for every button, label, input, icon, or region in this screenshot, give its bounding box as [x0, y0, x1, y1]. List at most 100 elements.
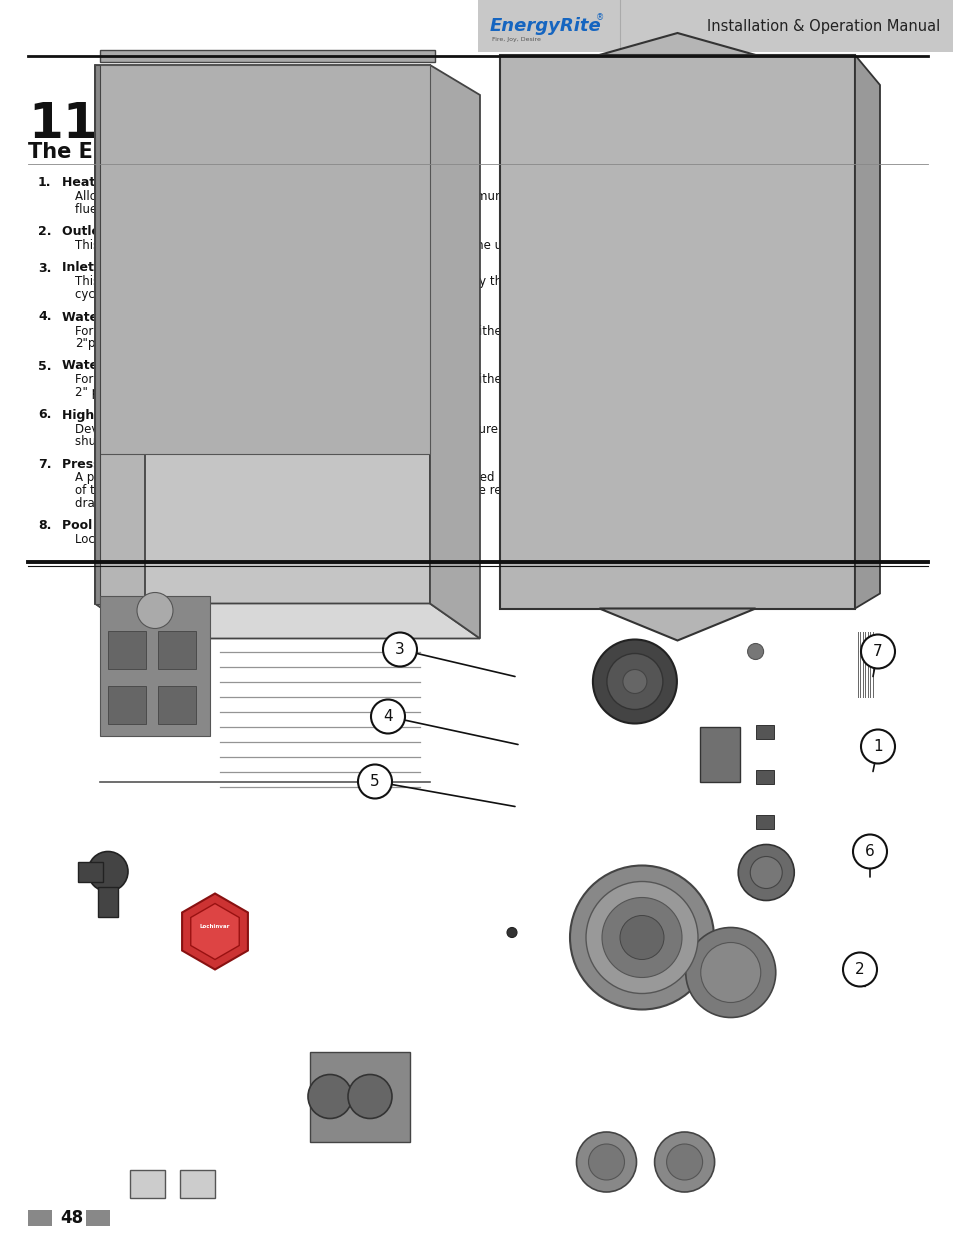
Circle shape: [622, 669, 646, 694]
Text: shutting the pool heater down.: shutting the pool heater down.: [75, 435, 258, 448]
Text: 2: 2: [854, 962, 864, 977]
Text: High limit sensor: High limit sensor: [62, 409, 181, 421]
Circle shape: [308, 1074, 352, 1119]
Circle shape: [747, 643, 762, 659]
Text: The EnergyRite - How it works...: The EnergyRite - How it works...: [28, 142, 408, 162]
Circle shape: [506, 927, 517, 937]
Text: 6.: 6.: [38, 409, 51, 421]
Circle shape: [588, 1144, 624, 1179]
FancyBboxPatch shape: [108, 685, 146, 724]
Text: 5.: 5.: [38, 359, 51, 373]
Circle shape: [861, 635, 894, 668]
Text: 4.: 4.: [38, 310, 51, 324]
Text: 11: 11: [28, 100, 97, 148]
FancyBboxPatch shape: [98, 887, 118, 916]
Polygon shape: [499, 56, 854, 609]
Circle shape: [137, 593, 172, 629]
Text: Water inlet (pool return): Water inlet (pool return): [62, 359, 234, 373]
Text: Fire, Joy, Desire: Fire, Joy, Desire: [492, 37, 540, 42]
Text: This sensor monitors the inlet water temperature and will be used by the integra: This sensor monitors the inlet water tem…: [75, 275, 819, 289]
FancyBboxPatch shape: [180, 1170, 214, 1198]
Polygon shape: [95, 604, 479, 638]
Polygon shape: [598, 609, 755, 641]
Text: For an ASME unit, connection to the pool heater can be made with either 2" threa: For an ASME unit, connection to the pool…: [75, 325, 809, 337]
Circle shape: [852, 835, 886, 868]
Text: 6: 6: [864, 844, 874, 860]
Text: 2.: 2.: [38, 225, 51, 238]
Polygon shape: [182, 893, 248, 969]
FancyBboxPatch shape: [158, 685, 195, 724]
FancyBboxPatch shape: [477, 0, 953, 52]
Circle shape: [348, 1074, 392, 1119]
FancyBboxPatch shape: [755, 725, 773, 739]
Circle shape: [606, 653, 662, 709]
Circle shape: [585, 882, 698, 993]
Text: Location from which the heat exchanger can be drained.: Location from which the heat exchanger c…: [75, 534, 410, 546]
Text: Device that monitors the outlet water temperature.  If the temperature exceeds 1: Device that monitors the outlet water te…: [75, 422, 769, 436]
Polygon shape: [854, 56, 879, 609]
Text: For an ASME unit, connection to the pool heater can be made with either 2" threa: For an ASME unit, connection to the pool…: [75, 373, 813, 387]
Circle shape: [666, 1144, 701, 1179]
Text: 48: 48: [60, 1209, 83, 1228]
FancyBboxPatch shape: [755, 769, 773, 783]
Circle shape: [685, 927, 775, 1018]
Polygon shape: [191, 904, 239, 960]
Text: 2"pipe.: 2"pipe.: [75, 337, 117, 350]
Circle shape: [738, 845, 794, 900]
FancyBboxPatch shape: [755, 815, 773, 829]
Circle shape: [382, 632, 416, 667]
Text: 1.: 1.: [38, 177, 51, 189]
Circle shape: [749, 857, 781, 888]
Text: 4: 4: [383, 709, 393, 724]
FancyBboxPatch shape: [86, 1210, 110, 1226]
Text: EnergyRite: EnergyRite: [490, 17, 601, 35]
Text: This sensor monitors outlet water temperature and will shut down the unit if thi: This sensor monitors outlet water temper…: [75, 240, 718, 252]
Text: ASME addendum: ASME addendum: [100, 100, 416, 133]
FancyBboxPatch shape: [310, 1051, 410, 1141]
Text: A pressure relief valve is installed in the vertical position and mounted in the: A pressure relief valve is installed in …: [75, 472, 750, 484]
Circle shape: [592, 640, 677, 724]
Circle shape: [357, 764, 392, 799]
Circle shape: [654, 1132, 714, 1192]
Text: Pressure relief valve: Pressure relief valve: [62, 457, 207, 471]
FancyBboxPatch shape: [28, 1210, 52, 1226]
Circle shape: [569, 866, 713, 1009]
Text: 2" pipe.: 2" pipe.: [75, 387, 121, 399]
Circle shape: [88, 851, 128, 892]
Text: ®: ®: [596, 14, 603, 22]
Polygon shape: [100, 49, 435, 62]
Polygon shape: [95, 65, 145, 638]
Polygon shape: [95, 65, 100, 604]
Text: Heat exchanger: Heat exchanger: [62, 177, 173, 189]
Text: 7.: 7.: [38, 457, 51, 471]
Polygon shape: [430, 65, 479, 638]
FancyBboxPatch shape: [700, 726, 740, 782]
Text: 7: 7: [872, 643, 882, 659]
Circle shape: [371, 699, 405, 734]
Text: Inlet temperature sensor: Inlet temperature sensor: [62, 262, 238, 274]
Text: cycle should begin.: cycle should begin.: [75, 288, 189, 301]
Text: 1: 1: [872, 739, 882, 755]
FancyBboxPatch shape: [130, 1170, 165, 1198]
FancyBboxPatch shape: [78, 862, 103, 882]
Text: flue gas corrosion.: flue gas corrosion.: [75, 203, 183, 215]
Text: Allows pool water to flow through specially designed tubes for maximum heat tran: Allows pool water to flow through specia…: [75, 190, 797, 203]
Text: of the pool heater.  To prevent water damage, the discharge from the relief valv: of the pool heater. To prevent water dam…: [75, 484, 749, 496]
Text: Water outlet (pool supply): Water outlet (pool supply): [62, 310, 247, 324]
Circle shape: [576, 1132, 636, 1192]
Polygon shape: [598, 33, 755, 56]
Text: Lochinvar: Lochinvar: [199, 924, 230, 929]
Polygon shape: [95, 65, 430, 453]
Text: Pool heater drain port (total of 3 - not shown): Pool heater drain port (total of 3 - not…: [62, 519, 384, 532]
Text: 8.: 8.: [38, 519, 51, 532]
Circle shape: [700, 942, 760, 1003]
FancyBboxPatch shape: [100, 595, 210, 736]
Circle shape: [619, 915, 663, 960]
Text: drain for disposal when relief occurs.: drain for disposal when relief occurs.: [75, 496, 293, 510]
FancyBboxPatch shape: [108, 631, 146, 668]
Circle shape: [842, 952, 876, 987]
Text: 5: 5: [370, 774, 379, 789]
Text: Outlet temperature sensor: Outlet temperature sensor: [62, 225, 250, 238]
Text: 3.: 3.: [38, 262, 51, 274]
Text: 3: 3: [395, 642, 404, 657]
